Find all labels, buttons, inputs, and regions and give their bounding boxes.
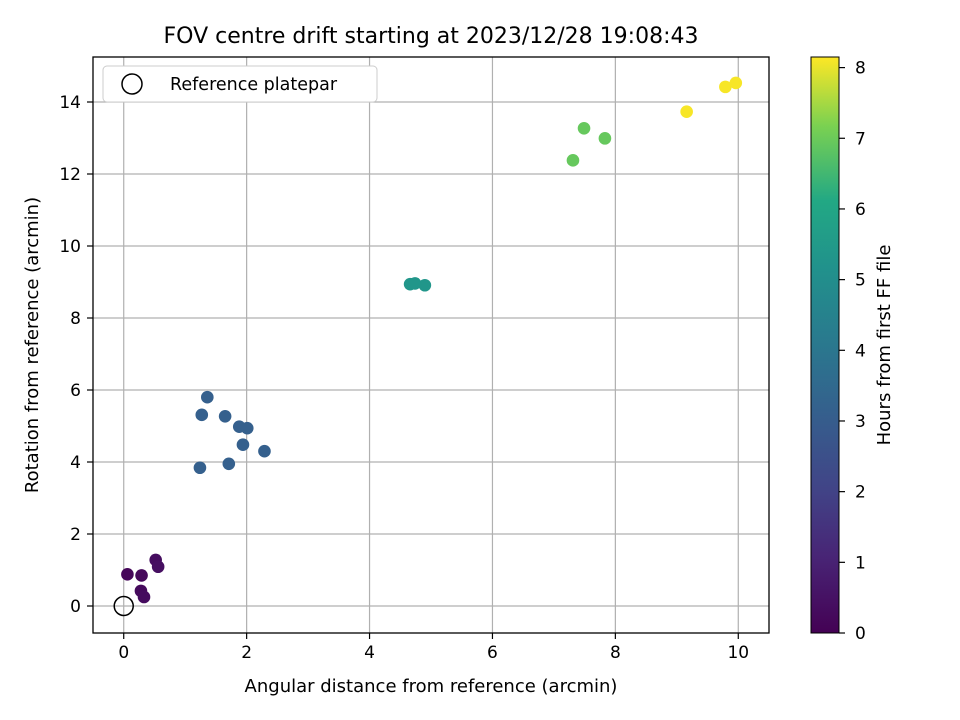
x-axis-label: Angular distance from reference (arcmin) — [245, 676, 618, 697]
y-tick-label: 10 — [59, 237, 81, 257]
data-point — [719, 80, 732, 94]
colorbar: 0 1 2 3 4 5 6 7 8 Hours from first FF file — [810, 56, 895, 644]
legend-box — [102, 65, 378, 103]
colorbar-tick-label: 1 — [855, 553, 866, 573]
x-tick-label: 6 — [487, 643, 498, 663]
grid — [93, 57, 769, 633]
legend-marker-reference — [121, 73, 143, 95]
data-point — [236, 438, 250, 452]
legend-label-reference: Reference platepar — [170, 75, 338, 95]
data-point — [195, 408, 209, 422]
data-point — [201, 390, 214, 404]
colorbar-tick-label: 6 — [855, 200, 866, 220]
x-tick-label: 8 — [610, 643, 621, 663]
y-tick-label: 8 — [70, 309, 81, 329]
data-point — [218, 409, 232, 423]
data-point — [598, 132, 612, 145]
data-point — [121, 568, 134, 581]
axis-ticks: 0 2 4 6 8 10 0 2 4 6 8 10 12 14 — [59, 93, 749, 663]
data-point — [577, 121, 591, 135]
y-tick-label: 6 — [70, 381, 81, 401]
legend: Reference platepar — [102, 65, 378, 103]
colorbar-gradient — [810, 56, 840, 634]
y-tick-label: 4 — [70, 453, 81, 473]
data-point — [135, 569, 148, 582]
colorbar-tick-label: 2 — [855, 483, 866, 503]
colorbar-label: Hours from first FF file — [874, 245, 895, 446]
data-point — [222, 457, 236, 471]
y-tick-label: 2 — [70, 525, 81, 545]
data-point — [193, 461, 207, 475]
x-tick-label: 4 — [364, 643, 375, 663]
colorbar-tick-label: 3 — [855, 412, 866, 432]
data-point — [137, 590, 151, 604]
colorbar-tick-label: 4 — [855, 341, 866, 361]
data-point — [408, 277, 422, 290]
x-tick-label: 0 — [118, 643, 129, 663]
y-tick-label: 0 — [70, 597, 81, 617]
x-tick-label: 2 — [241, 643, 252, 663]
data-point — [418, 278, 432, 292]
chart-title: FOV centre drift starting at 2023/12/28 … — [164, 24, 699, 49]
plot-frame — [92, 56, 770, 634]
colorbar-tick-label: 0 — [855, 624, 866, 644]
data-point — [566, 154, 580, 167]
y-tick-label: 12 — [59, 165, 81, 185]
colorbar-ticks: 0 1 2 3 4 5 6 7 8 — [839, 59, 866, 644]
colorbar-tick-label: 7 — [855, 129, 866, 149]
data-point — [258, 444, 271, 458]
y-axis-label: Rotation from reference (arcmin) — [22, 197, 43, 493]
reference-point-marker — [113, 595, 134, 617]
x-tick-label: 10 — [727, 643, 749, 663]
colorbar-tick-label: 5 — [855, 271, 866, 291]
data-points — [113, 76, 743, 617]
y-tick-label: 14 — [59, 93, 81, 113]
colorbar-tick-label: 8 — [855, 59, 866, 79]
data-point — [680, 105, 693, 119]
data-point — [151, 560, 165, 574]
data-point — [240, 421, 254, 435]
data-point — [729, 76, 743, 90]
